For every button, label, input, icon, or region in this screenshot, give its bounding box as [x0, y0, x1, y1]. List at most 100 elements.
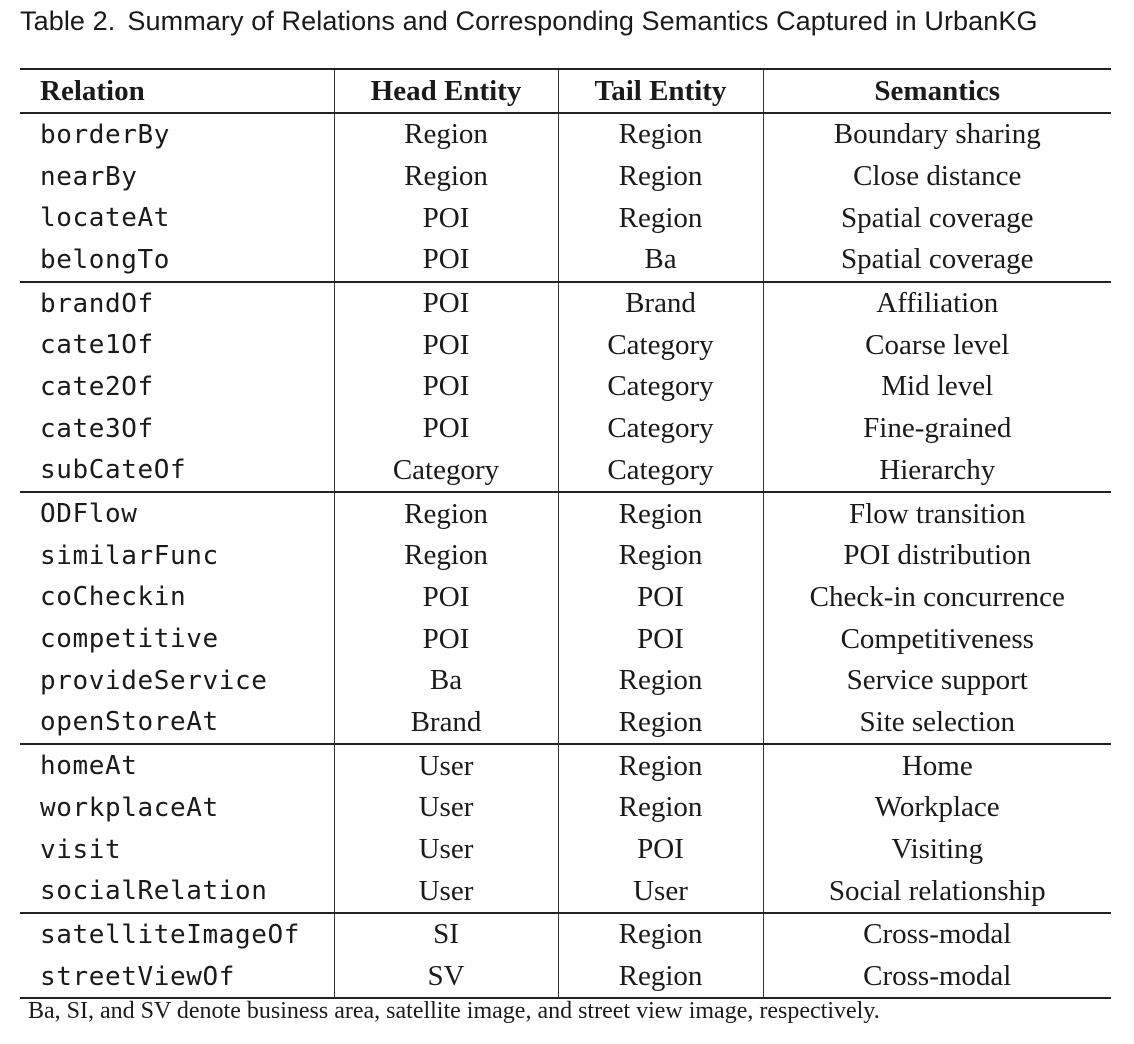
relation-cell: satelliteImageOf — [20, 912, 335, 956]
head-entity-cell: POI — [334, 366, 559, 408]
table-row: homeAt User Region Home — [20, 743, 1111, 787]
table-footnote: Ba, SI, and SV denote business area, sat… — [28, 998, 880, 1024]
table-row: coCheckin POI POI Check-in concurrence — [20, 576, 1111, 619]
relation-cell: borderBy — [20, 112, 335, 156]
table-row: borderBy Region Region Boundary sharing — [20, 112, 1111, 156]
table-row: satelliteImageOf SI Region Cross-modal — [20, 912, 1111, 956]
header-head-entity: Head Entity — [334, 68, 559, 114]
table-caption-text: Summary of Relations and Corresponding S… — [127, 6, 1038, 36]
tail-entity-cell: POI — [558, 828, 764, 871]
head-entity-cell: Region — [334, 534, 559, 577]
table-header-row: Relation Head Entity Tail Entity Semanti… — [20, 68, 1111, 114]
semantics-cell: Social relationship — [828, 874, 1046, 907]
table-caption-label: Table 2. — [20, 6, 116, 36]
tail-entity-cell: Category — [558, 324, 764, 367]
table-row: ODFlow Region Region Flow transition — [20, 491, 1111, 535]
head-entity-cell: POI — [334, 280, 559, 325]
relation-cell: subCateOf — [20, 449, 335, 493]
semantics-cell: Mid level — [881, 370, 994, 403]
tail-entity-cell: Region — [558, 112, 764, 156]
relations-table: Relation Head Entity Tail Entity Semanti… — [20, 68, 1111, 1000]
table-row: belongTo POI Ba Spatial coverage — [20, 239, 1111, 282]
table-row: locateAt POI Region Spatial coverage — [20, 197, 1111, 240]
table-caption: Table 2. Summary of Relations and Corresp… — [20, 6, 1038, 37]
semantics-cell: Competitiveness — [840, 622, 1034, 655]
tail-entity-cell: Brand — [558, 280, 764, 325]
head-entity-cell: POI — [334, 197, 559, 240]
head-entity-cell: Region — [334, 155, 559, 198]
relation-cell: cate3Of — [20, 407, 335, 450]
head-entity-cell: POI — [334, 324, 559, 367]
table-row: provideService Ba Region Service support — [20, 659, 1111, 702]
semantics-cell: Affiliation — [763, 280, 1111, 325]
head-entity-cell: POI — [334, 239, 559, 282]
head-entity-cell: User — [334, 828, 559, 871]
tail-entity-cell: Region — [558, 491, 764, 535]
table-row: subCateOf Category Category Hierarchy — [20, 449, 1111, 493]
semantics-cell: Site selection — [859, 705, 1015, 738]
table-row: socialRelation User User Social relationshi… — [20, 870, 1111, 914]
tail-entity-cell: Category — [558, 366, 764, 408]
head-entity-cell: POI — [334, 618, 559, 660]
head-entity-cell: Category — [334, 449, 559, 493]
head-entity-cell: Brand — [334, 701, 559, 745]
semantics-cell: Spatial coverage — [841, 201, 1034, 234]
tail-entity-cell: Region — [558, 197, 764, 240]
table-row: competitive POI POI Competitiveness — [20, 618, 1111, 660]
tail-entity-cell: Region — [558, 743, 764, 787]
semantics-cell: POI distribution — [843, 539, 1032, 572]
tail-entity-cell: POI — [558, 618, 764, 660]
semantics-cell: Cross-modal — [763, 955, 1111, 1000]
semantics-cell: Fine-grained — [863, 412, 1012, 445]
relation-cell: locateAt — [20, 197, 335, 240]
semantics-cell: Coarse level — [865, 328, 1010, 361]
relation-cell: brandOf — [20, 280, 335, 325]
table-row: streetViewOf SV Region Cross-modal — [20, 955, 1111, 1000]
head-entity-cell: POI — [334, 576, 559, 619]
table-row: cate3Of POI Category Fine-grained — [20, 407, 1111, 450]
tail-entity-cell: Category — [558, 407, 764, 450]
semantics-cell: Workplace — [874, 791, 1000, 824]
semantics-cell: Flow transition — [763, 491, 1111, 535]
table-row: brandOf POI Brand Affiliation — [20, 280, 1111, 325]
table-row: cate1Of POI Category Coarse level — [20, 324, 1111, 367]
table-row: openStoreAt Brand Region Site selection — [20, 701, 1111, 745]
semantics-cell: Service support — [846, 664, 1028, 697]
tail-entity-cell: Region — [558, 155, 764, 198]
head-entity-cell: User — [334, 743, 559, 787]
tail-entity-cell: Ba — [558, 239, 764, 282]
tail-entity-cell: POI — [558, 576, 764, 619]
table-body: borderBy Region Region Boundary sharing near… — [20, 112, 1111, 1000]
tail-entity-cell: Category — [558, 449, 764, 493]
header-tail-entity: Tail Entity — [558, 68, 764, 114]
relation-cell: cate2Of — [20, 366, 335, 408]
table-row: visit User POI Visiting — [20, 828, 1111, 871]
table-row: workplaceAt User Region Workplace — [20, 787, 1111, 829]
head-entity-cell: Ba — [334, 659, 559, 702]
relation-cell: coCheckin — [20, 576, 335, 619]
table-row: cate2Of POI Category Mid level — [20, 366, 1111, 408]
semantics-cell: Home — [763, 743, 1111, 787]
relation-cell: similarFunc — [20, 534, 335, 577]
relation-cell: homeAt — [20, 743, 335, 787]
head-entity-cell: SI — [334, 912, 559, 956]
tail-entity-cell: Region — [558, 787, 764, 829]
relation-cell: ODFlow — [20, 491, 335, 535]
relation-cell: belongTo — [20, 239, 335, 282]
tail-entity-cell: Region — [558, 534, 764, 577]
head-entity-cell: SV — [334, 955, 559, 1000]
semantics-cell: Close distance — [853, 160, 1022, 193]
tail-entity-cell: Region — [558, 912, 764, 956]
semantics-cell: Boundary sharing — [763, 112, 1111, 156]
semantics-cell: Hierarchy — [879, 453, 996, 486]
table-row: nearBy Region Region Close distance — [20, 155, 1111, 198]
semantics-cell: Visiting — [891, 833, 984, 866]
header-semantics: Semantics — [763, 68, 1111, 114]
head-entity-cell: Region — [334, 491, 559, 535]
head-entity-cell: User — [334, 870, 559, 914]
tail-entity-cell: User — [558, 870, 764, 914]
head-entity-cell: Region — [334, 112, 559, 156]
head-entity-cell: User — [334, 787, 559, 829]
relation-cell: visit — [20, 828, 335, 871]
semantics-cell: Cross-modal — [763, 912, 1111, 956]
